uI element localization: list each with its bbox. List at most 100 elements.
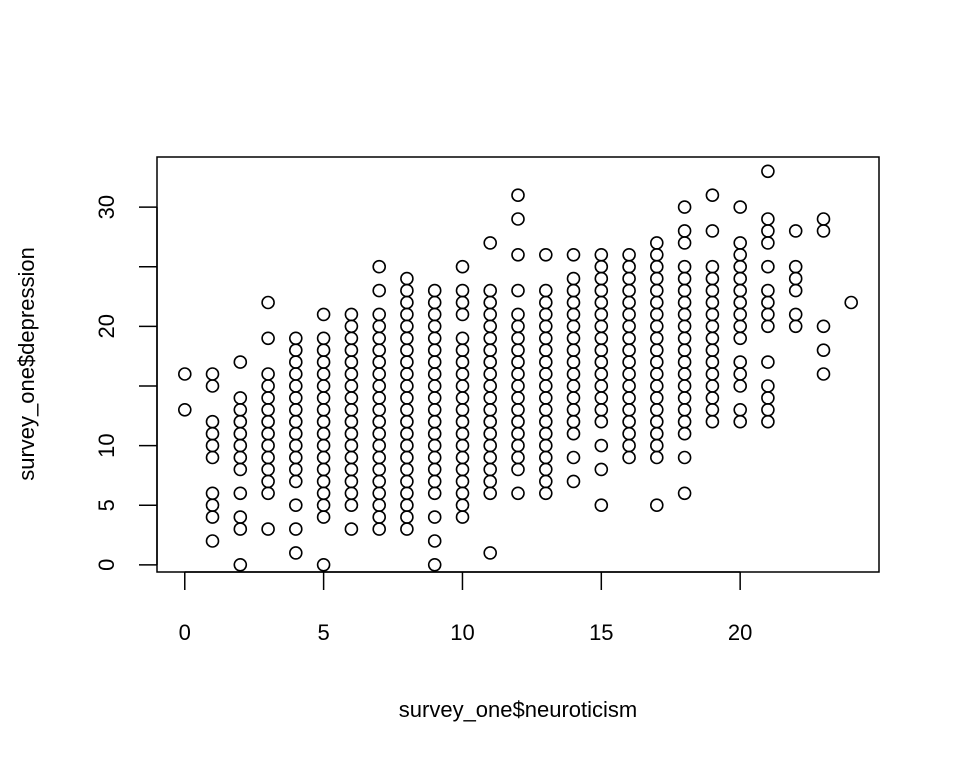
data-point — [677, 355, 692, 369]
data-point — [705, 224, 720, 238]
data-point — [511, 319, 525, 334]
data-point — [761, 295, 775, 310]
data-point — [677, 343, 692, 358]
data-point — [344, 331, 359, 346]
data-point — [761, 355, 775, 369]
data-point — [733, 236, 748, 250]
data-point — [511, 331, 525, 346]
data-point — [594, 391, 609, 405]
data-point — [677, 295, 692, 310]
data-point — [288, 367, 303, 381]
data-point — [400, 343, 414, 358]
data-point — [816, 212, 831, 226]
data-point — [844, 295, 859, 310]
data-point — [427, 510, 442, 524]
data-point — [594, 295, 609, 310]
data-point — [733, 402, 748, 417]
data-point — [705, 295, 720, 310]
data-point — [316, 474, 331, 489]
data-point — [677, 414, 692, 429]
data-point — [427, 426, 442, 441]
data-point — [566, 271, 581, 286]
data-point — [649, 295, 664, 310]
data-point — [816, 343, 831, 358]
data-point — [733, 271, 748, 286]
data-point — [705, 355, 720, 369]
data-point — [705, 319, 720, 334]
data-point — [511, 212, 525, 226]
data-point — [733, 379, 748, 393]
data-point — [483, 474, 498, 489]
data-point — [594, 498, 609, 513]
data-point — [761, 164, 775, 179]
data-point — [455, 367, 470, 381]
data-point — [483, 486, 498, 501]
data-point — [205, 426, 220, 441]
data-point — [511, 391, 525, 405]
data-point — [455, 391, 470, 405]
data-point — [483, 391, 498, 405]
data-point — [261, 426, 275, 441]
data-point — [761, 259, 775, 274]
data-point — [261, 438, 275, 453]
data-point — [372, 438, 387, 453]
data-point — [233, 462, 248, 477]
data-point — [622, 283, 636, 298]
data-point — [594, 343, 609, 358]
data-point — [566, 391, 581, 405]
data-point — [677, 271, 692, 286]
data-point — [400, 307, 414, 322]
data-point — [761, 283, 775, 298]
data-point — [705, 402, 720, 417]
data-point — [372, 402, 387, 417]
data-point — [566, 248, 581, 262]
data-point — [511, 486, 525, 501]
data-point — [511, 450, 525, 465]
data-point — [261, 414, 275, 429]
data-point — [288, 426, 303, 441]
data-point — [288, 498, 303, 513]
data-point — [677, 367, 692, 381]
data-point — [400, 402, 414, 417]
data-point — [372, 414, 387, 429]
data-point — [538, 426, 553, 441]
data-point — [455, 259, 470, 274]
data-point — [816, 319, 831, 334]
data-point — [622, 259, 636, 274]
data-point — [288, 414, 303, 429]
data-point — [622, 331, 636, 346]
data-point — [178, 367, 192, 381]
data-point — [622, 426, 636, 441]
data-point — [400, 486, 414, 501]
data-point — [427, 391, 442, 405]
data-point — [455, 450, 470, 465]
data-point — [649, 248, 664, 262]
data-point — [372, 355, 387, 369]
data-point — [594, 438, 609, 453]
data-point — [400, 414, 414, 429]
data-point — [455, 498, 470, 513]
data-point — [538, 248, 553, 262]
data-point — [344, 522, 359, 536]
data-point — [649, 343, 664, 358]
data-point — [733, 259, 748, 274]
data-point — [205, 414, 220, 429]
data-point — [677, 331, 692, 346]
data-point — [538, 343, 553, 358]
data-point — [316, 450, 331, 465]
data-point — [677, 224, 692, 238]
data-point — [483, 355, 498, 369]
data-point — [233, 355, 248, 369]
data-point — [455, 295, 470, 310]
data-point — [677, 259, 692, 274]
x-axis-title: survey_one$neuroticism — [399, 697, 637, 722]
data-point — [455, 510, 470, 524]
data-point — [538, 450, 553, 465]
data-point — [622, 295, 636, 310]
data-point — [483, 426, 498, 441]
data-point — [455, 355, 470, 369]
data-point — [677, 391, 692, 405]
data-point — [372, 259, 387, 274]
data-point — [261, 486, 275, 501]
data-point — [511, 426, 525, 441]
